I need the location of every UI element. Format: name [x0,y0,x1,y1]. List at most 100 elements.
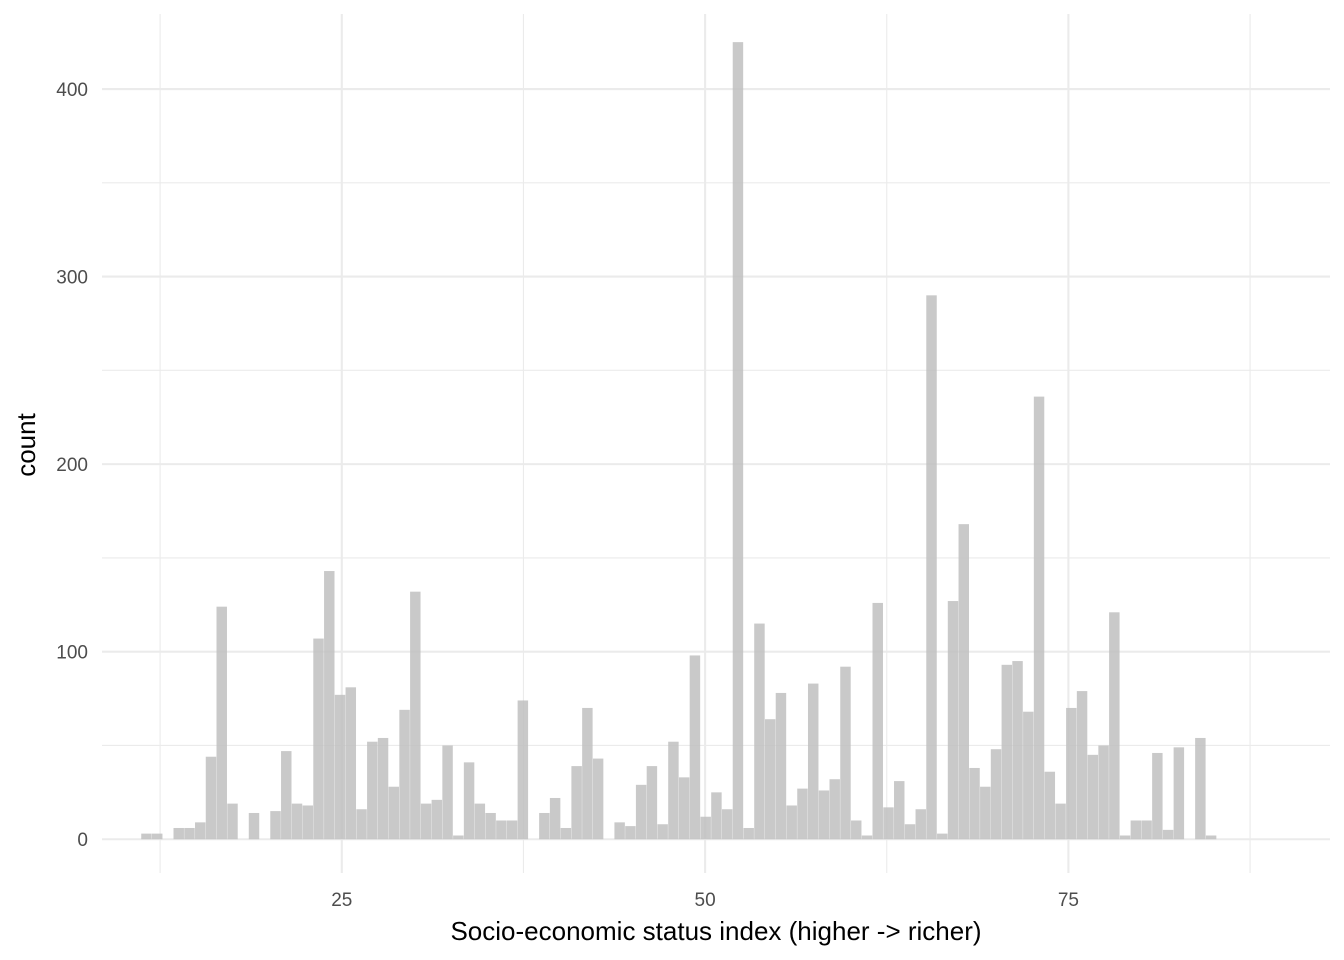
histogram-bar [485,812,496,840]
histogram-bar [506,820,518,840]
histogram-bar [539,812,550,840]
histogram-bar [937,833,948,840]
y-tick-label: 100 [56,643,88,664]
histogram-bar [958,524,970,840]
histogram-bar [248,812,260,840]
histogram-bar [227,803,238,840]
histogram-bar [894,781,905,840]
histogram-bar [1162,829,1174,840]
histogram-bar [743,827,754,840]
histogram-bar [1205,835,1217,840]
histogram-bar [764,719,776,840]
histogram-bar [592,758,604,840]
histogram-bar [302,805,314,840]
x-tick-label: 75 [1058,890,1079,911]
histogram-bar [969,767,980,840]
histogram-bar [367,741,378,840]
histogram-bar [635,784,647,840]
histogram-bars [141,42,1217,840]
histogram-bar [1141,820,1152,840]
histogram-bar [1130,820,1142,840]
histogram-bar [356,809,367,840]
histogram-bar [700,816,711,840]
y-tick-label: 0 [77,830,88,851]
histogram-bar [689,655,701,840]
histogram-bar [861,835,873,840]
histogram-bar [291,803,303,840]
histogram-bar [1001,664,1013,840]
histogram-bar [442,745,453,840]
x-axis-tick-labels: 25 50 75 [331,890,1079,911]
histogram-bar [184,827,195,840]
histogram-bar [463,762,475,840]
histogram-bar [1109,612,1120,840]
histogram-bar [732,42,744,840]
histogram-bar [399,709,410,840]
y-axis-tick-labels: 0 100 200 300 400 [56,80,88,851]
histogram-bar [571,766,582,840]
histogram-bar [1087,754,1099,840]
histogram-bar [657,824,668,840]
histogram-bar [646,766,658,840]
histogram-bar [334,694,346,840]
x-tick-label: 50 [695,890,716,911]
histogram-bar [1066,707,1077,840]
histogram-bar [141,833,152,840]
histogram-bar [431,799,443,840]
histogram-bar [549,797,561,840]
histogram-bar [1044,771,1056,840]
histogram-bar [496,820,507,840]
histogram-bar [840,666,851,840]
histogram-bar [754,623,765,840]
histogram-bar [420,803,432,840]
histogram-bar [1076,691,1088,840]
histogram-bar [947,601,959,840]
histogram-bar [614,822,625,840]
histogram-bar [453,835,464,840]
histogram-bar [345,687,357,840]
histogram-bar [678,777,690,840]
x-axis-title: Socio-economic status index (higher -> r… [450,916,981,946]
histogram-bar [410,591,421,840]
x-tick-label: 25 [331,890,352,911]
histogram-bar [990,749,1002,840]
histogram-bar [281,751,292,840]
histogram-bar [829,779,840,840]
histogram-bar [721,809,733,840]
histogram-bar [668,741,679,840]
histogram-bar [582,707,593,840]
histogram-bar [807,683,819,840]
histogram-bar [388,786,400,840]
histogram-bar [904,824,916,840]
histogram-bar [1033,396,1045,840]
histogram-bar [195,822,206,840]
histogram-bar [851,820,862,840]
histogram-bar [1119,835,1131,840]
histogram-bar [797,788,808,840]
histogram-bar [872,602,883,840]
histogram-bar [625,826,636,840]
histogram-bar [216,606,227,840]
histogram-bar [1173,747,1185,840]
y-tick-label: 200 [56,455,88,476]
histogram-bar [1195,737,1206,840]
histogram-bar [818,790,830,840]
histogram-bar [915,809,926,840]
histogram-bar [1023,711,1034,840]
histogram-bar [474,803,486,840]
y-tick-label: 300 [56,268,88,289]
histogram-bar [1012,661,1023,840]
histogram-bar [313,638,324,840]
y-tick-label: 400 [56,80,88,101]
histogram-bar [324,571,335,840]
grid-lines [102,14,1330,873]
histogram-bar [560,827,572,840]
histogram-bar [270,811,281,840]
histogram-bar [205,756,217,840]
histogram-bar [1152,752,1163,840]
histogram-bar [775,692,787,840]
histogram-bar [926,295,937,840]
histogram-bar [786,805,797,840]
histogram-bar [980,786,991,840]
